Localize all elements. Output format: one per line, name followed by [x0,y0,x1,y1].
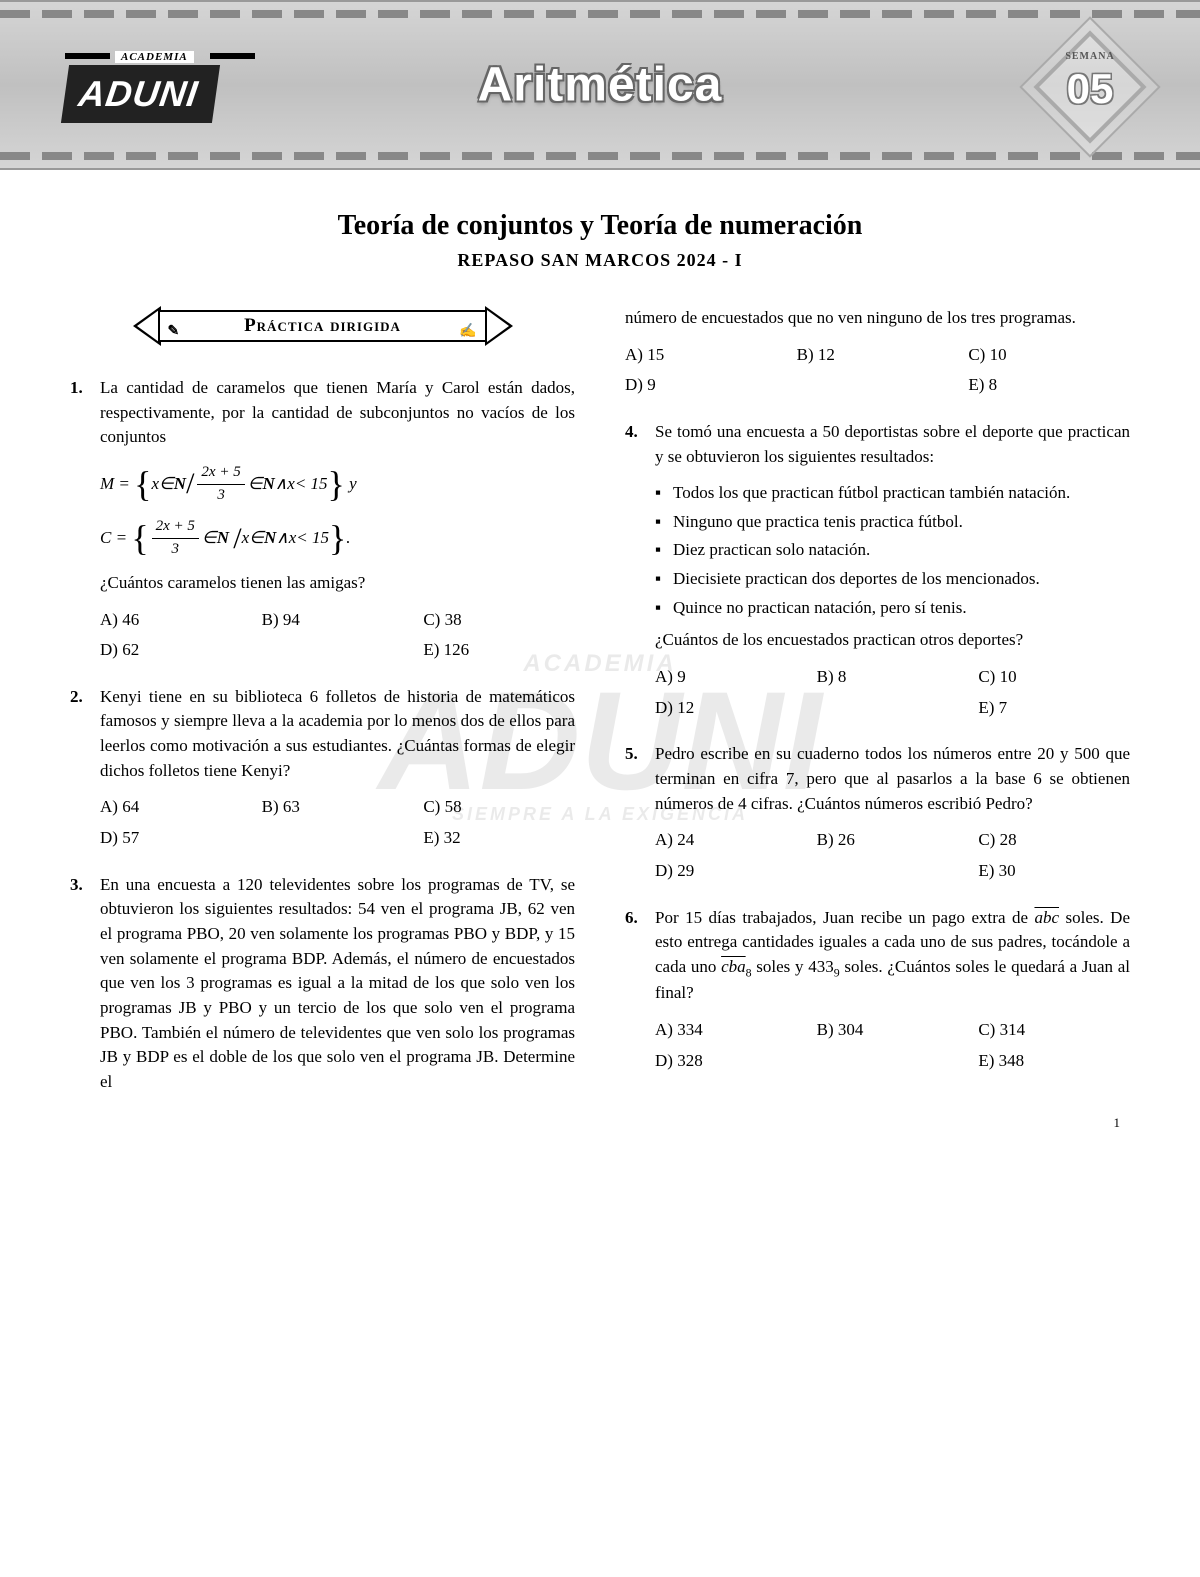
bullet-item: Ninguno que practica tenis practica fútb… [673,510,963,535]
formula-m: M = {x ∈ N/2x + 53 ∈ N ∧ x < 15} y [100,462,575,507]
question-number: 3. [70,873,100,1095]
option-d: D) 29 [655,859,807,884]
option-d: D) 62 [100,638,252,663]
right-column: número de encuestados que no ven ninguno… [625,306,1130,1095]
option-a: A) 334 [655,1018,807,1043]
academia-label: ACADEMIA [115,51,194,63]
question-3: 3. En una encuesta a 120 televidentes so… [70,873,575,1095]
question-text: En una encuesta a 120 televidentes sobre… [100,873,575,1095]
option-a: A) 64 [100,795,252,820]
bullet-item: Quince no practican natación, pero sí te… [673,596,967,621]
q3-continuation: número de encuestados que no ven ninguno… [625,306,1130,331]
question-6: 6. Por 15 días trabajados, Juan recibe u… [625,906,1130,1074]
options: A) 15 B) 12 C) 10 D) 9 E) 8 [625,343,1130,398]
question-number: 6. [625,906,655,1074]
header-dash-bottom [0,152,1200,160]
option-a: A) 46 [100,608,252,633]
options: A) 46 B) 94 C) 38 D) 62 E) 126 [100,608,575,663]
page-content: ACADEMIA ADUNI SIEMPRE A LA EXIGENCIA Te… [0,170,1200,1161]
option-a: A) 9 [655,665,807,690]
option-b: B) 26 [817,828,969,853]
option-e: E) 30 [978,859,1130,884]
option-d: D) 12 [655,696,807,721]
subject-title: Aritmética [478,58,723,113]
bullet-item: Diecisiete practican dos deportes de los… [673,567,1040,592]
option-c: C) 10 [968,343,1130,368]
question-ask: ¿Cuántos de los encuestados practican ot… [655,628,1130,653]
question-text: La cantidad de caramelos que tienen Marí… [100,376,575,450]
bullet-item: Todos los que practican fútbol practican… [673,481,1070,506]
question-ask: ¿Cuántos caramelos tienen las amigas? [100,571,575,596]
bullet-list: ▪Todos los que practican fútbol practica… [655,481,1130,620]
option-c: C) 314 [978,1018,1130,1043]
options: A) 24 B) 26 C) 28 D) 29 E) 30 [655,828,1130,883]
option-a: A) 15 [625,343,787,368]
options: A) 334 B) 304 C) 314 D) 328 E) 348 [655,1018,1130,1073]
option-c: C) 28 [978,828,1130,853]
question-text: Por 15 días trabajados, Juan recibe un p… [655,906,1130,1007]
question-number: 5. [625,742,655,883]
document-title: Teoría de conjuntos y Teoría de numeraci… [70,210,1130,242]
question-5: 5. Pedro escribe en su cuaderno todos lo… [625,742,1130,883]
question-2: 2. Kenyi tiene en su biblioteca 6 follet… [70,685,575,851]
option-e: E) 32 [423,826,575,851]
hand-write-icon: ✍ [459,322,477,342]
header-dash-top [0,10,1200,18]
page-number: 1 [70,1115,1130,1131]
option-d: D) 9 [625,373,787,398]
option-c: C) 38 [423,608,575,633]
question-number: 4. [625,420,655,720]
question-text: Kenyi tiene en su biblioteca 6 folletos … [100,685,575,784]
question-number: 2. [70,685,100,851]
week-badge: SEMANA 05 [1040,37,1140,137]
option-b: B) 12 [797,343,959,368]
option-c: C) 58 [423,795,575,820]
option-b: B) 63 [262,795,414,820]
week-number: 05 [1040,65,1140,113]
option-d: D) 57 [100,826,252,851]
option-b: B) 8 [817,665,969,690]
option-c: C) 10 [978,665,1130,690]
option-b: B) 304 [817,1018,969,1043]
option-d: D) 328 [655,1049,807,1074]
question-text: Se tomó una encuesta a 50 deportistas so… [655,420,1130,469]
option-e: E) 7 [978,696,1130,721]
option-e: E) 126 [423,638,575,663]
options: A) 9 B) 8 C) 10 D) 12 E) 7 [655,665,1130,720]
option-a: A) 24 [655,828,807,853]
left-column: ✎ Práctica dirigida ✍ 1. La cantidad de … [70,306,575,1095]
section-title: Práctica dirigida [244,312,401,340]
pencil-icon: ✎ [168,322,181,342]
bullet-item: Diez practican solo natación. [673,538,870,563]
formula-c: C = {2x + 53 ∈ N /x ∈ N ∧ x < 15}. [100,516,575,561]
section-banner: ✎ Práctica dirigida ✍ [133,306,513,346]
option-b: B) 94 [262,608,414,633]
header-band: ACADEMIA ADUNI Aritmética SEMANA 05 [0,0,1200,170]
question-1: 1. La cantidad de caramelos que tienen M… [70,376,575,663]
question-text: Pedro escribe en su cuaderno todos los n… [655,742,1130,816]
question-4: 4. Se tomó una encuesta a 50 deportistas… [625,420,1130,720]
option-e: E) 8 [968,373,1130,398]
brand-logo: ACADEMIA ADUNI [65,47,255,123]
brand-name: ADUNI [61,65,220,123]
week-label: SEMANA [1040,51,1140,62]
question-number: 1. [70,376,100,663]
options: A) 64 B) 63 C) 58 D) 57 E) 32 [100,795,575,850]
option-e: E) 348 [978,1049,1130,1074]
document-subtitle: REPASO SAN MARCOS 2024 - I [70,250,1130,271]
